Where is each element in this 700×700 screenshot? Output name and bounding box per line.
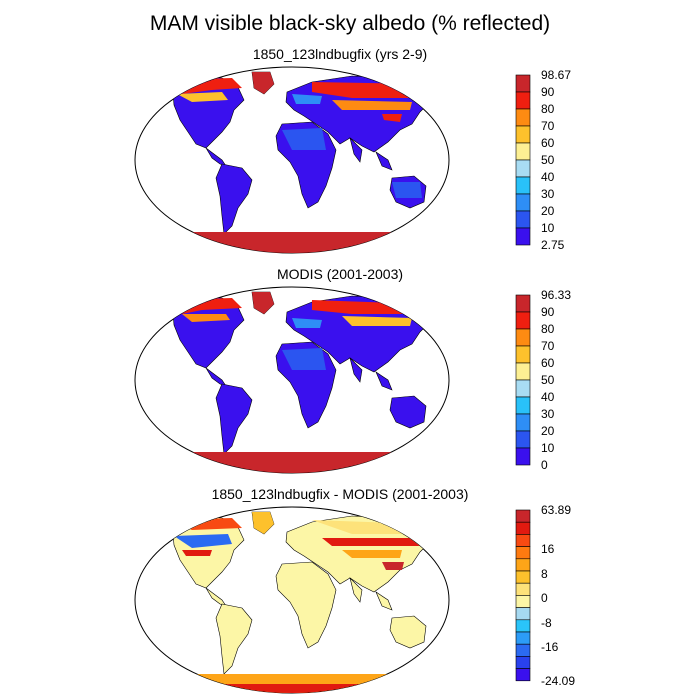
cb2-label: 96.33 bbox=[541, 288, 572, 302]
cb1-label: 50 bbox=[541, 153, 555, 167]
cb1-label: 70 bbox=[541, 119, 555, 133]
cb3-label: 0 bbox=[541, 591, 548, 605]
panel-3-title: 1850_123lndbugfix - MODIS (2001-2003) bbox=[211, 486, 469, 502]
cb1-label: 60 bbox=[541, 136, 555, 150]
cb2-label: 0 bbox=[541, 458, 548, 472]
cb1-label: 30 bbox=[541, 187, 555, 201]
cb3-label: -16 bbox=[541, 640, 559, 654]
cb1-label: 10 bbox=[541, 221, 555, 235]
cb1-label: 40 bbox=[541, 170, 555, 184]
colorbar-1 bbox=[515, 74, 531, 246]
figure-title: MAM visible black-sky albedo (% reflecte… bbox=[149, 12, 551, 35]
panel-1-title: 1850_123lndbugfix (yrs 2-9) bbox=[252, 46, 428, 62]
cb1-label: 2.75 bbox=[541, 238, 565, 252]
cb3-label: 8 bbox=[541, 567, 548, 581]
cb2-label: 80 bbox=[541, 322, 555, 336]
cb3-label: -24.09 bbox=[541, 674, 576, 688]
cb2-label: 10 bbox=[541, 441, 555, 455]
cb3-label: 16 bbox=[541, 542, 555, 556]
panel-3-map bbox=[134, 506, 450, 694]
panel-1-map bbox=[134, 66, 450, 254]
cb2-label: 50 bbox=[541, 373, 555, 387]
cb2-label: 20 bbox=[541, 424, 555, 438]
colorbar-2 bbox=[515, 294, 531, 466]
cb1-label: 80 bbox=[541, 102, 555, 116]
cb2-label: 60 bbox=[541, 356, 555, 370]
cb1-label: 98.67 bbox=[541, 68, 572, 82]
cb2-label: 70 bbox=[541, 339, 555, 353]
cb2-label: 40 bbox=[541, 390, 555, 404]
cb1-label: 20 bbox=[541, 204, 555, 218]
cb2-label: 90 bbox=[541, 305, 555, 319]
panel-2-title: MODIS (2001-2003) bbox=[276, 266, 404, 282]
cb2-label: 30 bbox=[541, 407, 555, 421]
colorbar-3 bbox=[515, 509, 531, 682]
cb3-label: 63.89 bbox=[541, 503, 572, 517]
cb3-label: -8 bbox=[541, 616, 552, 630]
cb1-label: 90 bbox=[541, 85, 555, 99]
panel-2-map bbox=[134, 286, 450, 474]
